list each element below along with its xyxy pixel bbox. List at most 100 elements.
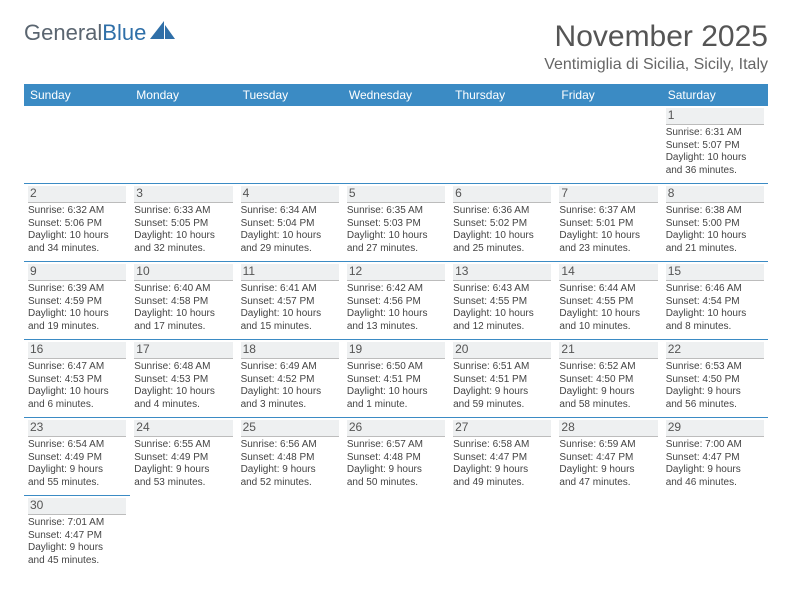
cell-daylight1: Daylight: 10 hours [241,308,339,321]
calendar-cell: 7Sunrise: 6:37 AMSunset: 5:01 PMDaylight… [555,184,661,262]
day-number: 9 [28,264,126,281]
sail-icon [150,21,176,46]
calendar-cell [555,496,661,574]
cell-sunset: Sunset: 4:53 PM [28,374,126,387]
cell-sunrise: Sunrise: 6:42 AM [347,283,445,296]
cell-sunset: Sunset: 5:01 PM [559,218,657,231]
cell-sunrise: Sunrise: 6:40 AM [134,283,232,296]
cell-sunset: Sunset: 4:51 PM [347,374,445,387]
cell-daylight2: and 12 minutes. [453,321,551,334]
cell-daylight2: and 19 minutes. [28,321,126,334]
cell-sunset: Sunset: 4:55 PM [559,296,657,309]
day-number: 20 [453,342,551,359]
cell-daylight2: and 50 minutes. [347,477,445,490]
cell-daylight1: Daylight: 10 hours [666,308,764,321]
cell-sunset: Sunset: 4:48 PM [347,452,445,465]
cell-daylight1: Daylight: 9 hours [666,464,764,477]
cell-sunset: Sunset: 4:49 PM [28,452,126,465]
calendar-row: 16Sunrise: 6:47 AMSunset: 4:53 PMDayligh… [24,340,768,418]
day-number: 12 [347,264,445,281]
cell-sunrise: Sunrise: 6:43 AM [453,283,551,296]
cell-daylight1: Daylight: 10 hours [666,230,764,243]
cell-sunset: Sunset: 4:59 PM [28,296,126,309]
calendar-cell: 26Sunrise: 6:57 AMSunset: 4:48 PMDayligh… [343,418,449,496]
calendar-cell: 18Sunrise: 6:49 AMSunset: 4:52 PMDayligh… [237,340,343,418]
cell-daylight1: Daylight: 10 hours [559,308,657,321]
day-number: 19 [347,342,445,359]
cell-daylight1: Daylight: 10 hours [347,230,445,243]
cell-daylight1: Daylight: 10 hours [241,386,339,399]
cell-daylight2: and 23 minutes. [559,243,657,256]
calendar-row: 23Sunrise: 6:54 AMSunset: 4:49 PMDayligh… [24,418,768,496]
cell-sunrise: Sunrise: 6:59 AM [559,439,657,452]
day-number: 29 [666,420,764,437]
calendar-cell: 16Sunrise: 6:47 AMSunset: 4:53 PMDayligh… [24,340,130,418]
cell-sunset: Sunset: 4:48 PM [241,452,339,465]
day-number: 30 [28,498,126,515]
calendar-cell [449,496,555,574]
cell-sunrise: Sunrise: 6:39 AM [28,283,126,296]
cell-daylight2: and 13 minutes. [347,321,445,334]
cell-sunrise: Sunrise: 7:01 AM [28,517,126,530]
cell-sunset: Sunset: 4:47 PM [666,452,764,465]
calendar-cell: 23Sunrise: 6:54 AMSunset: 4:49 PMDayligh… [24,418,130,496]
cell-daylight1: Daylight: 9 hours [453,386,551,399]
calendar-cell: 15Sunrise: 6:46 AMSunset: 4:54 PMDayligh… [662,262,768,340]
cell-daylight1: Daylight: 10 hours [347,386,445,399]
cell-daylight2: and 36 minutes. [666,165,764,178]
day-number: 5 [347,186,445,203]
cell-sunset: Sunset: 4:47 PM [453,452,551,465]
cell-daylight2: and 49 minutes. [453,477,551,490]
location-subtitle: Ventimiglia di Sicilia, Sicily, Italy [544,56,768,74]
cell-daylight2: and 58 minutes. [559,399,657,412]
calendar-cell: 29 Sunrise: 7:00 AMSunset: 4:47 PMDayligh… [662,418,768,496]
cell-daylight2: and 25 minutes. [453,243,551,256]
cell-sunset: Sunset: 4:47 PM [559,452,657,465]
cell-sunset: Sunset: 5:02 PM [453,218,551,231]
cell-daylight2: and 32 minutes. [134,243,232,256]
calendar-cell: 25Sunrise: 6:56 AMSunset: 4:48 PMDayligh… [237,418,343,496]
calendar-cell: 19Sunrise: 6:50 AMSunset: 4:51 PMDayligh… [343,340,449,418]
cell-daylight1: Daylight: 10 hours [453,230,551,243]
cell-sunset: Sunset: 4:51 PM [453,374,551,387]
calendar-cell: 4Sunrise: 6:34 AMSunset: 5:04 PMDaylight… [237,184,343,262]
calendar-table: SundayMondayTuesdayWednesdayThursdayFrid… [24,84,768,573]
day-header: Friday [555,84,661,106]
day-header-row: SundayMondayTuesdayWednesdayThursdayFrid… [24,84,768,106]
cell-daylight1: Daylight: 9 hours [559,386,657,399]
day-header: Tuesday [237,84,343,106]
cell-sunrise: Sunrise: 6:44 AM [559,283,657,296]
calendar-cell: 27Sunrise: 6:58 AMSunset: 4:47 PMDayligh… [449,418,555,496]
cell-daylight2: and 56 minutes. [666,399,764,412]
cell-sunset: Sunset: 5:04 PM [241,218,339,231]
calendar-cell: 2Sunrise: 6:32 AMSunset: 5:06 PMDaylight… [24,184,130,262]
calendar-cell: 28Sunrise: 6:59 AMSunset: 4:47 PMDayligh… [555,418,661,496]
day-number: 22 [666,342,764,359]
day-header: Sunday [24,84,130,106]
calendar-cell: 21Sunrise: 6:52 AMSunset: 4:50 PMDayligh… [555,340,661,418]
cell-daylight1: Daylight: 9 hours [241,464,339,477]
cell-daylight1: Daylight: 9 hours [666,386,764,399]
calendar-cell [237,496,343,574]
day-number: 27 [453,420,551,437]
cell-daylight2: and 10 minutes. [559,321,657,334]
cell-sunrise: Sunrise: 6:52 AM [559,361,657,374]
cell-sunset: Sunset: 5:03 PM [347,218,445,231]
calendar-cell [343,106,449,184]
cell-sunset: Sunset: 4:55 PM [453,296,551,309]
day-number: 24 [134,420,232,437]
cell-sunrise: Sunrise: 6:51 AM [453,361,551,374]
calendar-cell: 10Sunrise: 6:40 AMSunset: 4:58 PMDayligh… [130,262,236,340]
day-number: 16 [28,342,126,359]
cell-daylight2: and 29 minutes. [241,243,339,256]
cell-sunrise: Sunrise: 7:00 AM [666,439,764,452]
cell-sunrise: Sunrise: 6:48 AM [134,361,232,374]
cell-sunset: Sunset: 4:50 PM [666,374,764,387]
cell-sunset: Sunset: 4:53 PM [134,374,232,387]
day-number: 7 [559,186,657,203]
cell-daylight2: and 59 minutes. [453,399,551,412]
calendar-cell: 3Sunrise: 6:33 AMSunset: 5:05 PMDaylight… [130,184,236,262]
cell-daylight1: Daylight: 9 hours [28,464,126,477]
cell-sunset: Sunset: 5:07 PM [666,140,764,153]
cell-daylight1: Daylight: 10 hours [453,308,551,321]
